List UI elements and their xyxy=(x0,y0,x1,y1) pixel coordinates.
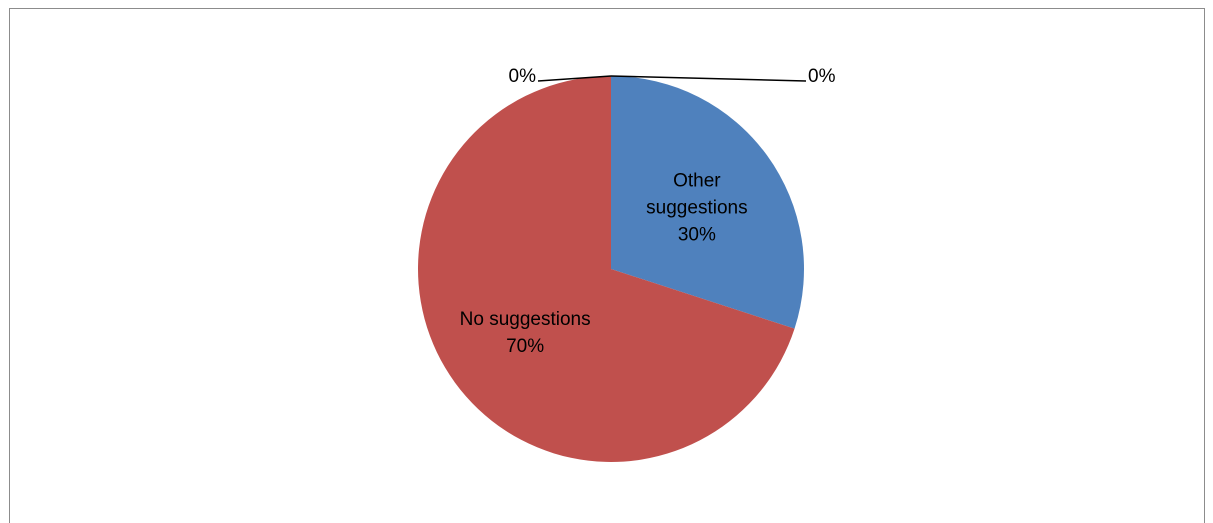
zero-percent-label: 0% xyxy=(509,66,537,87)
zero-percent-label: 0% xyxy=(808,66,836,87)
pie-slice-no-suggestions xyxy=(417,76,795,462)
pie-slices xyxy=(417,76,805,462)
pie-chart: Other suggestions 30% No suggestions 70% 0% 0% xyxy=(417,66,836,462)
pie-slice-other-suggestions xyxy=(611,76,805,329)
slice-category-label: No suggestions xyxy=(460,309,591,330)
leader-line xyxy=(610,75,807,82)
slice-category-label: suggestions xyxy=(646,198,747,219)
chart-area: Other suggestions 30% No suggestions 70% 0% 0% xyxy=(9,8,1205,523)
slice-category-label: Other xyxy=(673,171,721,192)
leader-line xyxy=(537,75,612,82)
slice-percent-label: 70% xyxy=(506,336,544,357)
slice-percent-label: 30% xyxy=(678,225,716,246)
data-labels: Other suggestions 30% No suggestions 70% 0% 0% xyxy=(460,66,836,357)
leader-lines xyxy=(537,75,807,82)
